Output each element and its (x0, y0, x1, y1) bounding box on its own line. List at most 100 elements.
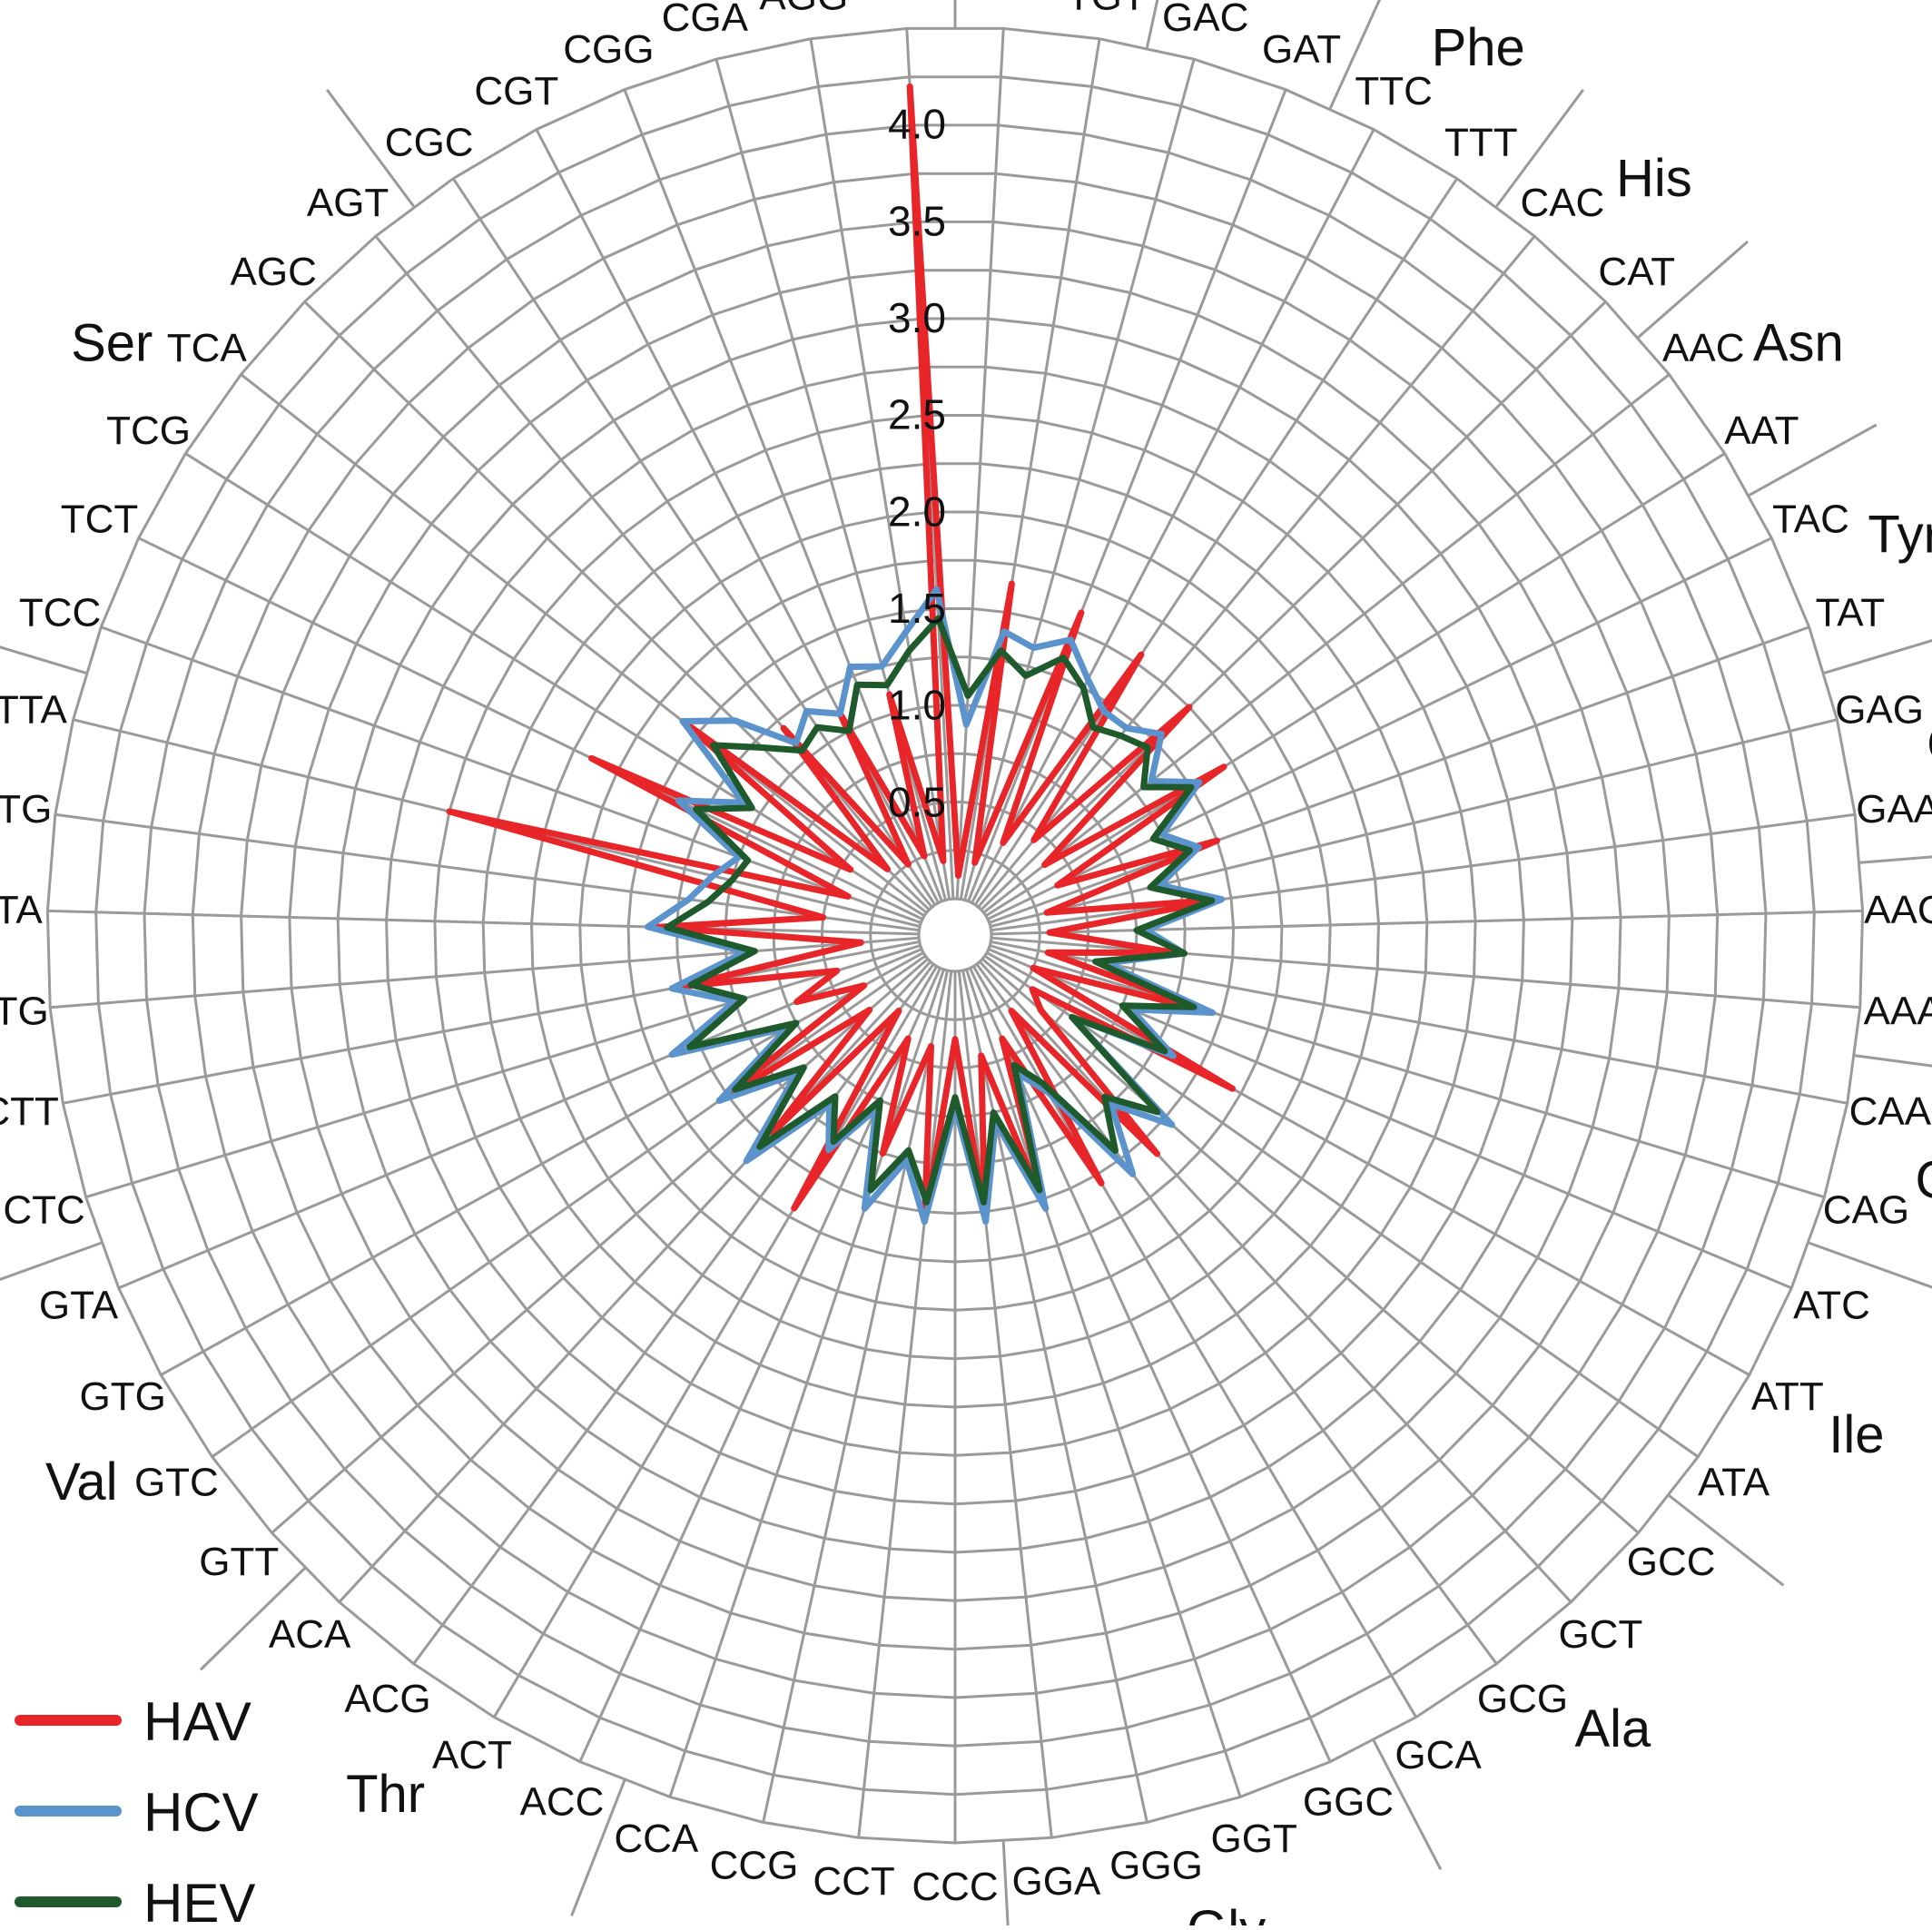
r-tick-label: 0.5 (888, 778, 946, 825)
grid-spoke (975, 963, 1498, 1665)
grid-spoke (118, 948, 922, 1290)
codon-label: CGG (563, 27, 654, 72)
group-separator (1809, 1241, 1932, 1289)
grid-ring (772, 752, 1138, 1118)
codon-label: ATC (1793, 1284, 1870, 1328)
grid-spoke (990, 718, 1838, 928)
codon-label: GAC (1162, 0, 1248, 40)
grid-spoke (991, 812, 1856, 932)
grid-spoke (160, 951, 924, 1376)
group-separator (1372, 1739, 1443, 1871)
grid-ring (481, 462, 1429, 1409)
codon-label: CTT (0, 1089, 59, 1134)
codon-label: GCC (1627, 1540, 1716, 1584)
amino-acid-label: Phe (1432, 18, 1525, 77)
grid-spoke (971, 128, 1375, 904)
codon-label: AAG (1864, 888, 1932, 932)
grid-spoke (991, 940, 1848, 1105)
codon-label: TCA (167, 326, 248, 370)
codon-label: GTG (80, 1374, 166, 1419)
r-tick-label: 3.0 (888, 294, 946, 341)
codon-label: TAC (1772, 497, 1849, 542)
r-tick-label: 2.5 (888, 391, 946, 438)
grid-spoke (374, 235, 933, 909)
grid-ring (94, 75, 1816, 1797)
codon-label: AGC (231, 250, 317, 294)
codon-label: TGT (1067, 0, 1147, 18)
codon-label: AGT (307, 181, 389, 225)
grid-spoke (985, 452, 1726, 918)
series-layer (446, 83, 1237, 1225)
group-separator (1854, 1054, 1932, 1068)
grid-spoke (668, 969, 945, 1797)
codon-label: GAT (1262, 27, 1341, 72)
grid-ring (626, 607, 1284, 1264)
codon-label: CCT (813, 1859, 894, 1904)
grid-ring (869, 849, 1041, 1021)
codon-label: CCC (912, 1865, 998, 1909)
group-separator (199, 1567, 306, 1671)
group-separator (0, 1241, 102, 1281)
group-separator (1637, 240, 1749, 339)
grid-spoke (989, 944, 1825, 1199)
group-separator (570, 1779, 626, 1916)
codon-label: TTG (0, 787, 52, 832)
grid-spoke (986, 951, 1750, 1376)
codon-label: TCC (19, 591, 101, 635)
amino-acid-label: Gln (1915, 1150, 1932, 1209)
codon-label: AGA (862, 0, 948, 8)
grid-ring (45, 26, 1865, 1845)
codon-label: CCG (710, 1843, 799, 1887)
group-separator (1001, 1841, 1010, 1930)
codon-label: GGT (1211, 1817, 1297, 1861)
r-tick-label: 1.0 (888, 682, 946, 729)
grid-spoke (967, 89, 1287, 902)
grid-ring (433, 414, 1477, 1457)
grid-spoke (451, 177, 937, 906)
grid-spoke (303, 300, 931, 911)
grid-spoke (959, 38, 1101, 900)
codon-label: ATA (1698, 1460, 1770, 1504)
amino-acid-label: Glu (1927, 715, 1932, 774)
grid-spoke (969, 967, 1332, 1763)
legend-label-hev: HEV (143, 1873, 255, 1925)
codon-label: GTA (39, 1284, 119, 1328)
codon-label: ACA (269, 1612, 351, 1657)
codon-label: TCG (106, 409, 191, 453)
grid-spoke (63, 940, 920, 1105)
codon-label: TTT (1444, 121, 1518, 165)
grid-spoke (963, 58, 1196, 901)
codon-label: CAC (1520, 181, 1604, 225)
group-separator (326, 88, 415, 208)
grid-spoke (989, 625, 1810, 924)
grid-spoke (240, 373, 928, 914)
codon-label: CAA (1849, 1089, 1932, 1134)
codon-label: GCT (1558, 1612, 1642, 1657)
codon-label: CCA (614, 1817, 699, 1861)
grid-spoke (987, 537, 1772, 921)
grid-spoke (965, 969, 1242, 1797)
grid-spoke (54, 812, 920, 932)
amino-acid-label: Ala (1574, 1699, 1651, 1758)
codon-label: GCG (1477, 1677, 1568, 1721)
amino-acid-label: His (1616, 149, 1692, 208)
codon-label: CTA (0, 888, 43, 932)
series-hav (446, 83, 1237, 1225)
grid-ring (529, 510, 1381, 1361)
grid-spoke (982, 373, 1671, 914)
grid-spoke (338, 960, 932, 1603)
codon-label: TTC (1355, 69, 1433, 113)
grid-spoke (857, 970, 953, 1838)
grid-spoke (762, 970, 950, 1823)
codon-label: ACG (344, 1677, 430, 1721)
grid-spoke (138, 537, 923, 921)
codon-label: GAG (1835, 687, 1924, 732)
amino-acid-label: Val (45, 1452, 118, 1512)
grid-ring (191, 172, 1720, 1699)
codon-label: CAT (1598, 250, 1675, 294)
legend-label-hav: HAV (143, 1691, 251, 1752)
codon-label: ACT (432, 1733, 512, 1777)
codon-label: GTT (199, 1540, 279, 1584)
